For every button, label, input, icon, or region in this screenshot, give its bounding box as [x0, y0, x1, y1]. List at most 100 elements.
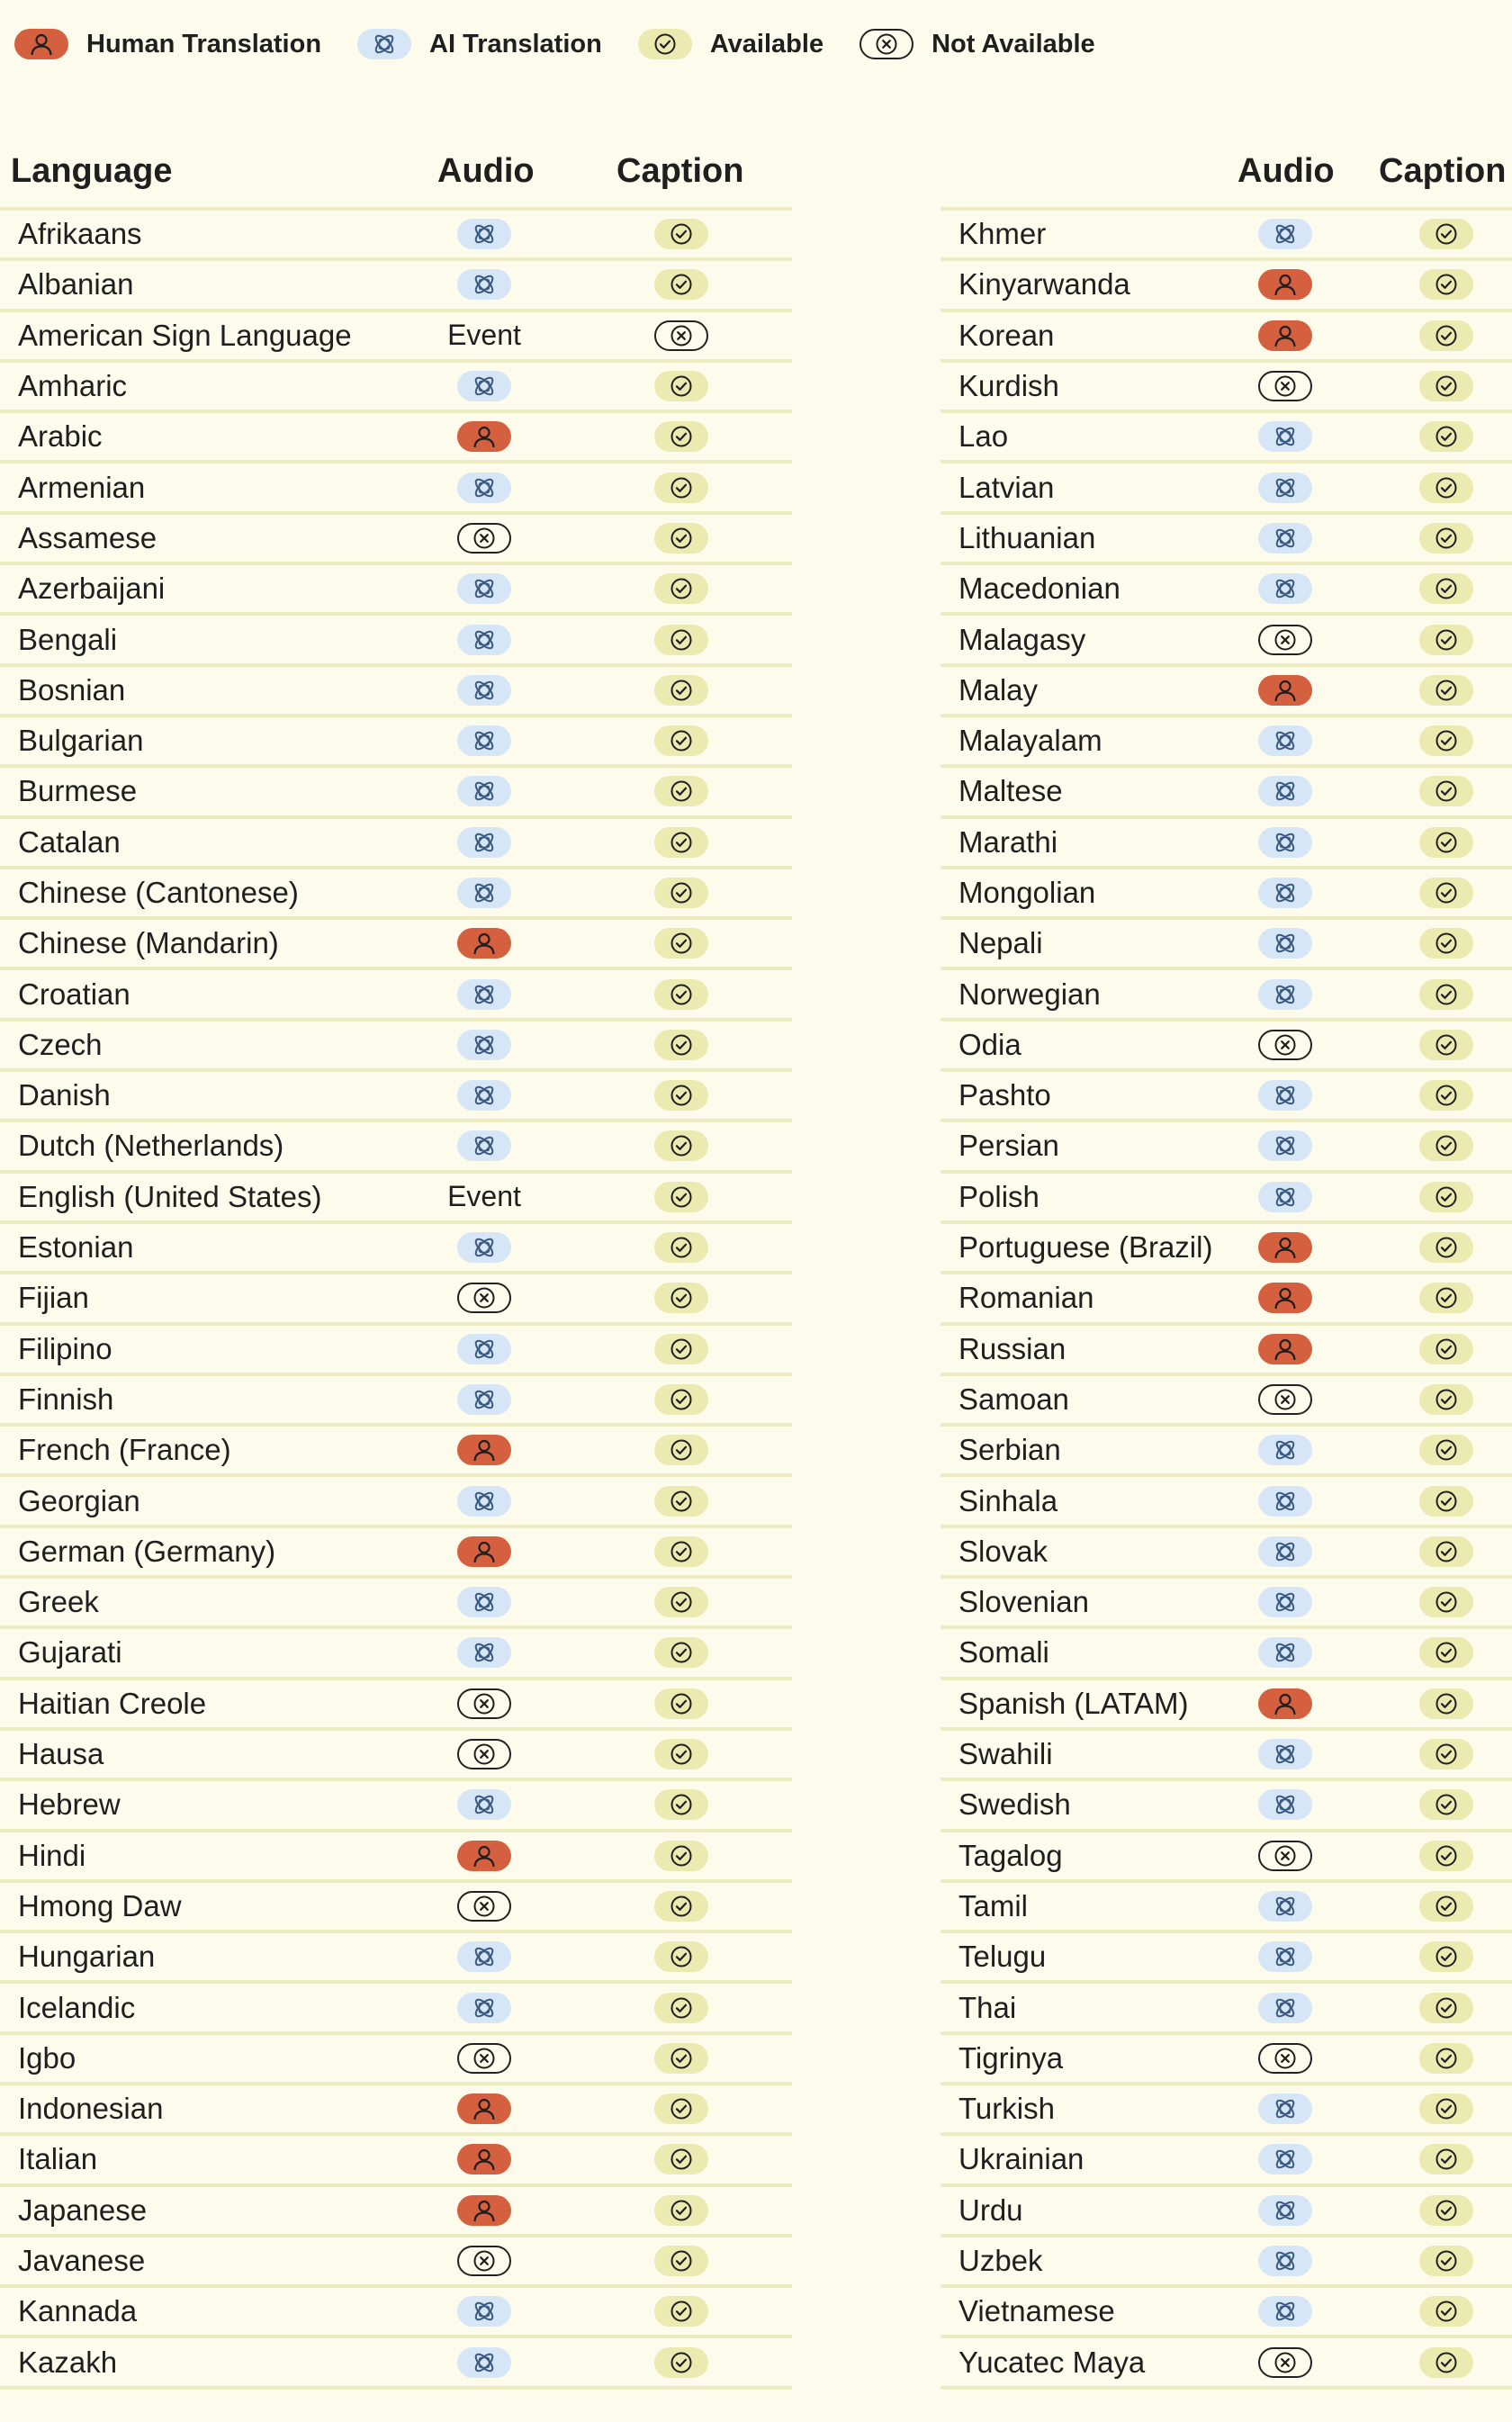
language-name: Danish: [18, 1078, 111, 1112]
ai-icon: [457, 978, 511, 1010]
language-name: Catalan: [18, 824, 121, 859]
audio-status: [1231, 819, 1339, 866]
language-name: Odia: [958, 1027, 1022, 1061]
caption-status: [627, 2187, 735, 2234]
language-name: Russian: [958, 1331, 1066, 1365]
caption-status: [627, 768, 735, 815]
table-row: Tamil: [940, 1883, 1512, 1934]
caption-status: [627, 1629, 735, 1676]
table-row: American Sign Language Event: [0, 312, 792, 363]
check-circle-icon: [1419, 269, 1473, 301]
caption-status: [1392, 1629, 1500, 1676]
ai-icon: [1258, 1485, 1312, 1517]
language-name: Croatian: [18, 977, 130, 1011]
table-row: Telugu: [940, 1933, 1512, 1985]
check-circle-icon: [1419, 2194, 1473, 2226]
language-name: Greek: [18, 1585, 99, 1619]
x-circle-icon: [457, 2246, 511, 2277]
language-name: Italian: [18, 2142, 98, 2176]
ai-icon: [1258, 1181, 1312, 1212]
language-name: Korean: [958, 318, 1055, 352]
check-circle-icon: [654, 1333, 708, 1364]
check-circle-icon: [654, 1890, 708, 1922]
x-circle-icon: [1258, 2346, 1312, 2378]
table-row: Vietnamese: [940, 2288, 1512, 2339]
ai-icon: [457, 1080, 511, 1112]
table-row: Norwegian: [940, 970, 1512, 1022]
language-name: Tigrinya: [958, 2040, 1064, 2075]
table-row: Kannada: [0, 2288, 792, 2339]
table-row: Portuguese (Brazil): [940, 1224, 1512, 1275]
caption-status: [627, 1427, 735, 1473]
table-row: Hmong Daw: [0, 1883, 792, 1934]
audio-status: [430, 515, 538, 562]
ai-icon: [1258, 1637, 1312, 1669]
audio-status: [430, 920, 538, 967]
ai-icon: [1258, 2296, 1312, 2327]
language-name: Japanese: [18, 2192, 148, 2227]
check-circle-icon: [1419, 1739, 1473, 1770]
table-row: Gujarati: [0, 1629, 792, 1680]
ai-icon: [1258, 1535, 1312, 1567]
check-circle-icon: [1419, 219, 1473, 250]
check-circle-icon: [654, 1739, 708, 1770]
check-circle-icon: [654, 421, 708, 453]
legend-human: Human Translation: [14, 29, 321, 59]
caption-status: [627, 819, 735, 866]
table-row: Russian: [940, 1326, 1512, 1376]
language-name: Icelandic: [18, 1990, 136, 2024]
language-name: Czech: [18, 1027, 103, 1061]
audio-status: [430, 1680, 538, 1727]
table-row: Polish: [940, 1174, 1512, 1224]
language-name: Telugu: [958, 1940, 1047, 1974]
caption-status: [1392, 1832, 1500, 1879]
caption-status: [1392, 1022, 1500, 1068]
caption-status: [1392, 1326, 1500, 1373]
ai-icon: [457, 1383, 511, 1415]
caption-status: [1392, 1427, 1500, 1473]
audio-status: [1231, 920, 1339, 967]
legend-not-available-label: Not Available: [932, 29, 1095, 59]
caption-status: [627, 464, 735, 510]
table-row: Hindi: [0, 1832, 792, 1883]
check-circle-icon: [654, 1435, 708, 1466]
caption-status: [1392, 261, 1500, 308]
table-body: Khmer Kinyarwanda Korean Kurdish Lao Latvian L…: [940, 211, 1512, 2390]
caption-status: [1392, 515, 1500, 562]
language-name: Hausa: [18, 1737, 104, 1771]
caption-status: [627, 1326, 735, 1373]
language-name: Urdu: [958, 2192, 1023, 2227]
table-row: Italian: [0, 2136, 792, 2187]
ai-icon: [1258, 573, 1312, 605]
table-row: French (France): [0, 1427, 792, 1478]
caption-status: [1392, 616, 1500, 662]
check-circle-icon: [1419, 878, 1473, 908]
audio-status: [430, 667, 538, 714]
x-circle-icon: [457, 1283, 511, 1314]
table-row: Urdu: [940, 2187, 1512, 2237]
check-circle-icon: [654, 1283, 708, 1314]
audio-text: Event: [430, 312, 538, 359]
language-name: Amharic: [18, 369, 128, 403]
table-row: Kazakh: [0, 2338, 792, 2390]
audio-status: [430, 1832, 538, 1879]
audio-status: [430, 1477, 538, 1524]
language-name: Estonian: [18, 1230, 134, 1265]
caption-status: [627, 667, 735, 714]
audio-status: [430, 1731, 538, 1778]
audio-status: [430, 565, 538, 612]
check-circle-icon: [1419, 1232, 1473, 1264]
caption-status: [1392, 819, 1500, 866]
table-row: Sinhala: [940, 1477, 1512, 1528]
table-row: Ukrainian: [940, 2136, 1512, 2187]
table-row: Bosnian: [0, 667, 792, 717]
check-circle-icon: [1419, 1637, 1473, 1669]
table-row: Arabic: [0, 413, 792, 464]
language-name: Bulgarian: [18, 724, 144, 758]
ai-icon: [1258, 1789, 1312, 1821]
ai-icon: [1258, 2093, 1312, 2125]
caption-status: [627, 413, 735, 460]
audio-status: [430, 1326, 538, 1373]
table-row: Persian: [940, 1122, 1512, 1174]
table-row: Nepali: [940, 920, 1512, 971]
